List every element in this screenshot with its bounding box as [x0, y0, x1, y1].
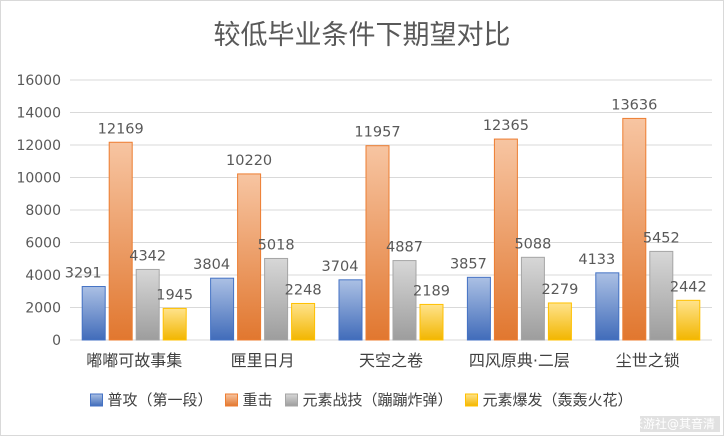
legend-swatch: [90, 393, 103, 407]
y-tick-label: 4000: [25, 268, 61, 284]
data-label: 3804: [193, 257, 230, 273]
data-label: 13636: [611, 97, 657, 113]
chart-title: 较低毕业条件下期望对比: [214, 20, 511, 51]
x-tick-label: 嘟嘟可故事集: [86, 351, 182, 370]
watermark-backdrop: [640, 416, 720, 432]
bar: [81, 286, 106, 341]
legend-label: 元素战技（蹦蹦炸弹）: [303, 391, 453, 409]
bar: [595, 272, 620, 341]
data-label: 11957: [354, 125, 400, 141]
bar: [291, 302, 316, 341]
data-label: 1945: [156, 287, 193, 303]
legend-swatch: [225, 393, 238, 407]
y-axis: 0 2000 4000 6000 8000 10000 12000 14000 16000: [16, 73, 61, 349]
bar: [493, 138, 518, 341]
data-label: 2442: [670, 279, 707, 295]
bar: [649, 250, 674, 341]
data-label: 3704: [322, 259, 359, 275]
bar: [108, 141, 133, 341]
bar: [520, 256, 545, 341]
data-label: 5452: [643, 230, 680, 246]
legend-label: 普攻（第一段）: [108, 391, 213, 409]
bar: [419, 303, 444, 341]
data-label: 2279: [541, 282, 578, 298]
legend: 普攻（第一段） 重击 元素战技（蹦蹦炸弹） 元素爆发（轰轰火花）: [90, 391, 633, 409]
data-label: 2189: [413, 283, 450, 299]
data-label: 10220: [226, 153, 272, 169]
watermark: 米游社@其音清: [631, 416, 715, 431]
data-label: 12365: [483, 118, 529, 134]
bar: [392, 260, 417, 341]
bar: [264, 257, 289, 341]
y-tick-label: 8000: [25, 203, 61, 219]
x-tick-label: 匣里日月: [231, 351, 295, 370]
data-label: 12169: [98, 121, 144, 137]
x-tick-label: 天空之卷: [359, 351, 423, 370]
y-tick-label: 14000: [16, 106, 61, 122]
x-axis: 嘟嘟可故事集 匣里日月 天空之卷 四风原典·二层 尘世之锁: [86, 351, 680, 370]
legend-label: 元素爆发（轰轰火花）: [483, 391, 633, 409]
bars: [81, 117, 701, 341]
data-label: 3857: [450, 256, 487, 272]
data-label: 3291: [65, 266, 102, 282]
y-tick-label: 10000: [16, 171, 61, 187]
legend-label: 重击: [243, 391, 273, 409]
y-tick-label: 16000: [16, 73, 61, 89]
legend-swatch: [465, 393, 478, 407]
data-label: 4133: [578, 252, 615, 268]
bar: [676, 299, 701, 341]
data-label: 5018: [258, 237, 295, 253]
y-tick-label: 12000: [16, 138, 61, 154]
bar: [622, 117, 647, 341]
bar: [466, 276, 491, 341]
bar: [365, 145, 390, 341]
x-tick-label: 尘世之锁: [616, 351, 680, 370]
bar: [162, 307, 187, 341]
data-label: 5088: [514, 236, 551, 252]
bar: [338, 279, 363, 341]
bar: [135, 268, 160, 341]
bar: [237, 173, 262, 341]
x-tick-label: 四风原典·二层: [469, 351, 570, 370]
legend-swatch: [285, 393, 298, 407]
bar: [547, 302, 572, 341]
y-tick-label: 0: [52, 333, 61, 349]
data-label: 4887: [386, 240, 423, 256]
data-label: 2248: [285, 282, 322, 298]
y-tick-label: 6000: [25, 236, 61, 252]
y-tick-label: 2000: [25, 301, 61, 317]
bar: [210, 277, 235, 341]
data-label: 4342: [129, 248, 166, 264]
